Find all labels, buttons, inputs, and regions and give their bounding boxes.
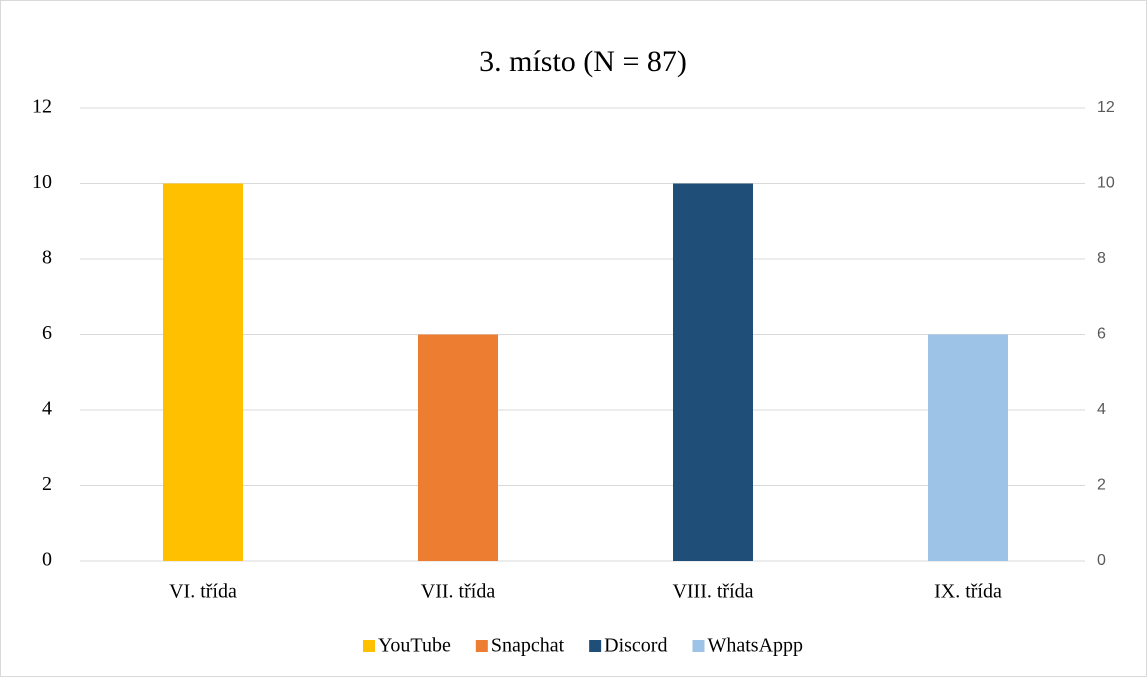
legend-swatch	[589, 640, 602, 652]
bar	[673, 183, 753, 561]
legend-label: YouTube	[378, 635, 451, 657]
y2-tick-label: 4	[1097, 401, 1106, 418]
y-tick-label: 10	[32, 171, 52, 193]
chart-title: 3. místo (N = 87)	[479, 45, 687, 78]
x-tick-label: VI. třída	[169, 581, 237, 603]
bar	[418, 334, 498, 561]
bar	[163, 183, 243, 561]
x-tick-label: VII. třída	[421, 581, 496, 603]
legend-swatch	[692, 640, 705, 652]
y-tick-label: 2	[42, 473, 52, 495]
legend-label: WhatsAppp	[707, 635, 803, 657]
bar	[928, 334, 1008, 561]
y2-tick-label: 8	[1097, 250, 1106, 267]
y-tick-label: 8	[42, 247, 52, 269]
x-tick-label: IX. třída	[934, 581, 1002, 603]
y-tick-label: 4	[42, 398, 52, 420]
legend-label: Snapchat	[491, 635, 565, 657]
x-tick-label: VIII. třída	[672, 581, 753, 603]
y-tick-label: 0	[42, 549, 52, 571]
y-tick-label: 6	[42, 322, 52, 344]
y2-tick-label: 0	[1097, 552, 1106, 569]
y2-tick-label: 6	[1097, 326, 1106, 343]
y2-tick-label: 10	[1097, 175, 1115, 192]
legend-label: Discord	[604, 635, 667, 657]
y-tick-label: 12	[32, 96, 52, 118]
y2-tick-label: 12	[1097, 99, 1115, 116]
y2-tick-label: 2	[1097, 477, 1106, 494]
legend-swatch	[362, 640, 375, 652]
legend-swatch	[475, 640, 488, 652]
